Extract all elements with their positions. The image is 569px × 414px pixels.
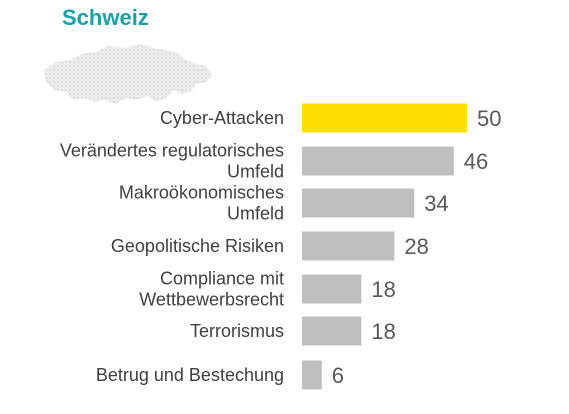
bar-value-label-0: 50 — [477, 106, 501, 131]
bar-1 — [302, 146, 454, 176]
category-label-4: Compliance mit Wettbewerbsrecht — [139, 269, 284, 310]
category-label-2: Makroökonomisches Umfeld — [119, 183, 284, 224]
bar-value-label-5: 18 — [371, 319, 395, 344]
category-label-6: Betrug und Bestechung — [96, 365, 284, 385]
bar-value-label-2: 34 — [424, 191, 448, 216]
category-label-0: Cyber-Attacken — [160, 108, 284, 128]
bar-value-label-4: 18 — [371, 277, 395, 302]
bar-2 — [302, 188, 415, 218]
bar-value-label-3: 28 — [404, 234, 428, 259]
bar-value-label-1: 46 — [464, 149, 488, 174]
bar-3 — [302, 231, 395, 261]
bar-4 — [302, 274, 362, 304]
category-label-3: Geopolitische Risiken — [111, 236, 284, 256]
bar-value-label-6: 6 — [332, 363, 344, 388]
bar-5 — [302, 316, 362, 346]
region-title: Schweiz — [62, 5, 149, 30]
bar-0 — [302, 103, 467, 133]
switzerland-map-icon — [44, 44, 212, 104]
bar-6 — [302, 360, 322, 390]
category-label-1: Verändertes regulatorisches Umfeld — [60, 141, 284, 182]
category-label-5: Terrorismus — [190, 321, 284, 341]
